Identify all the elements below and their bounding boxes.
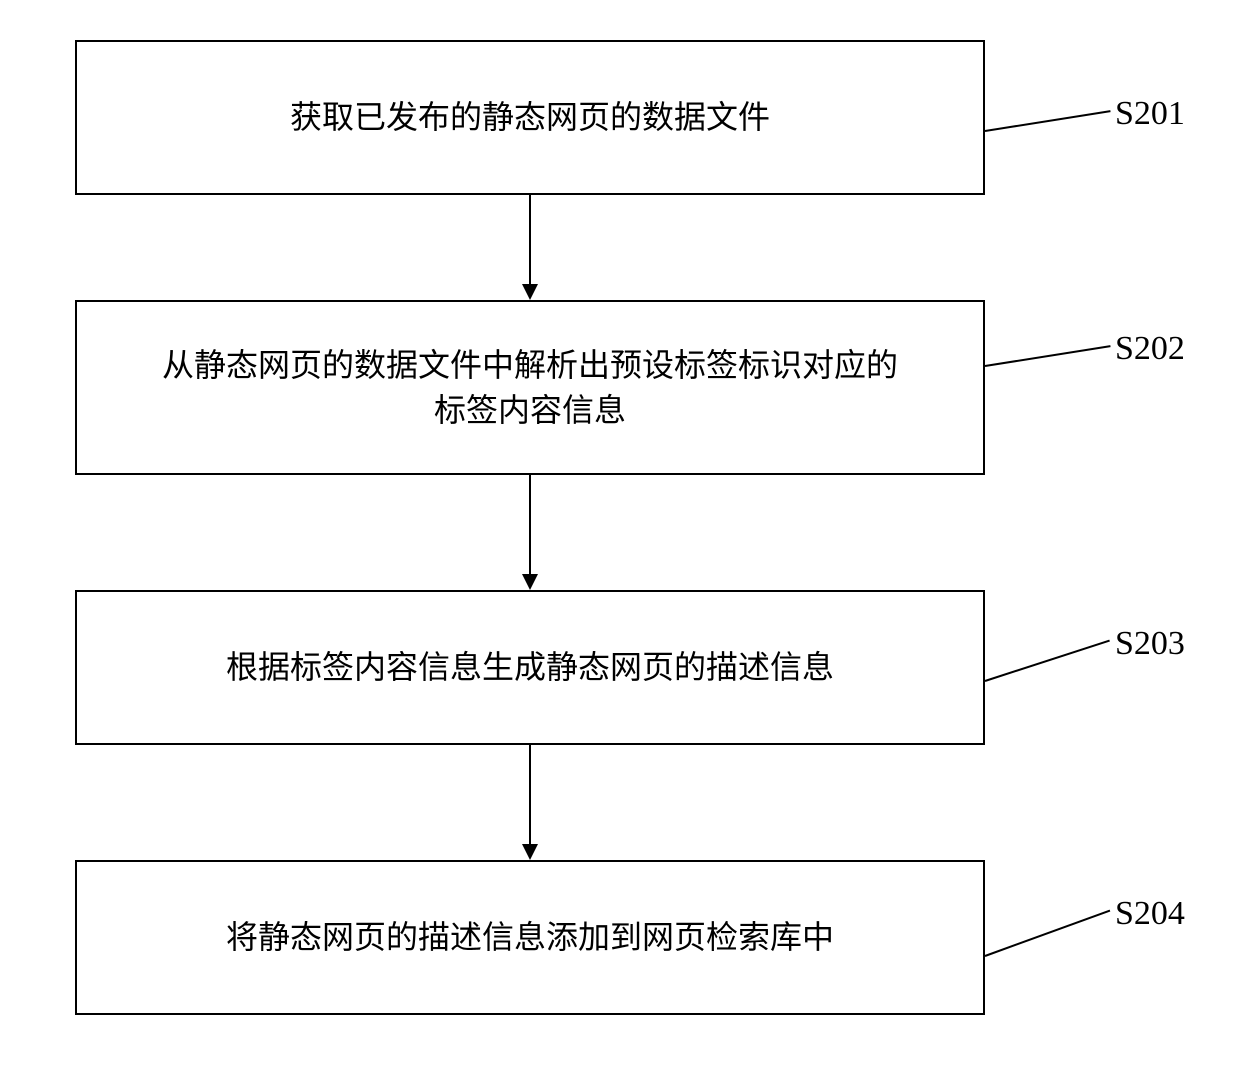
connector-s204 (985, 910, 1111, 957)
arrow-line (529, 745, 531, 844)
step-box-s203: 根据标签内容信息生成静态网页的描述信息 (75, 590, 985, 745)
step-box-s201: 获取已发布的静态网页的数据文件 (75, 40, 985, 195)
arrow-head-icon (522, 844, 538, 860)
arrow-head-icon (522, 574, 538, 590)
arrow-head-icon (522, 284, 538, 300)
step-text: 从静态网页的数据文件中解析出预设标签标识对应的标签内容信息 (162, 343, 898, 433)
step-label-s203: S203 (1115, 625, 1185, 663)
step-text: 根据标签内容信息生成静态网页的描述信息 (226, 645, 834, 690)
step-label-s204: S204 (1115, 895, 1185, 933)
step-text: 将静态网页的描述信息添加到网页检索库中 (226, 915, 834, 960)
arrow-line (529, 475, 531, 574)
connector-s201 (985, 110, 1111, 132)
step-text: 获取已发布的静态网页的数据文件 (290, 95, 770, 140)
connector-s202 (985, 345, 1111, 367)
step-box-s204: 将静态网页的描述信息添加到网页检索库中 (75, 860, 985, 1015)
connector-s203 (985, 640, 1110, 682)
step-label-s202: S202 (1115, 330, 1185, 368)
flowchart-container: 获取已发布的静态网页的数据文件 从静态网页的数据文件中解析出预设标签标识对应的标… (0, 0, 1240, 1085)
step-label-s201: S201 (1115, 95, 1185, 133)
step-box-s202: 从静态网页的数据文件中解析出预设标签标识对应的标签内容信息 (75, 300, 985, 475)
arrow-line (529, 195, 531, 284)
